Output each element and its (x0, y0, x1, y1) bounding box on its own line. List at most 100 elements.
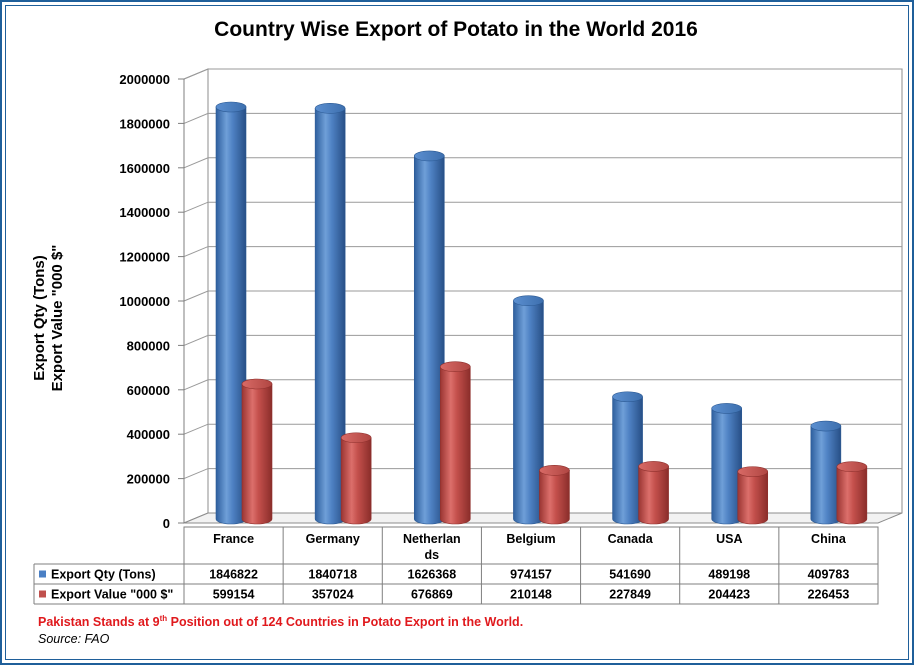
data-label: 974157 (510, 568, 552, 582)
bar-top (638, 461, 669, 472)
x-category-label: France (213, 532, 254, 546)
bar-export-value (737, 466, 769, 525)
data-label: 1846822 (209, 568, 258, 582)
bar-export-value (836, 461, 868, 525)
bar-body (638, 466, 669, 525)
y-tick-label: 1600000 (119, 161, 170, 176)
bar-top (215, 101, 247, 113)
bar-export-qty (215, 101, 247, 525)
y-axis-title-line2: Export Value "000 $" (49, 245, 66, 392)
bar-body (711, 408, 743, 525)
bar-body (314, 108, 346, 525)
gridline (183, 334, 902, 346)
y-axis-tick-labels: 0 200000 400000 600000 800000 1000000 1200000 1… (119, 72, 170, 531)
bars-layer (215, 101, 868, 525)
y-tick-label: 600000 (127, 383, 170, 398)
bar-body (340, 437, 372, 525)
footnote-superscript: th (159, 614, 168, 623)
bar-body (737, 471, 769, 525)
gridline (183, 112, 902, 124)
data-label: 357024 (312, 588, 354, 602)
bar-body (413, 155, 445, 525)
data-label: 489198 (708, 568, 750, 582)
data-label: 541690 (609, 568, 651, 582)
data-label: 227849 (609, 588, 651, 602)
y-tick-label: 400000 (127, 427, 170, 442)
y-tick-label: 2000000 (119, 72, 170, 87)
data-label: 210148 (510, 588, 552, 602)
x-category-label: China (811, 532, 847, 546)
bar-export-value (241, 378, 273, 525)
gridline (183, 246, 902, 258)
x-category-label: ds (425, 548, 440, 562)
legend-swatch (39, 590, 46, 598)
bar-export-qty (810, 420, 842, 525)
y-tick-label: 0 (163, 516, 170, 531)
bar-export-qty (513, 295, 544, 525)
legend-label: Export Qty (Tons) (51, 568, 156, 582)
data-table: France Germany Netherlan ds Belgium Canada USA… (33, 526, 879, 605)
data-label: 676869 (411, 588, 453, 602)
y-tick-label: 200000 (127, 472, 170, 487)
x-category-label: USA (716, 532, 742, 546)
gridline (183, 201, 902, 213)
bar-top (413, 150, 445, 162)
bar-body (612, 396, 643, 525)
bar-top (539, 465, 570, 476)
data-label: 599154 (213, 588, 255, 602)
bar-top (737, 466, 769, 477)
bar-body (215, 106, 247, 525)
gridline (183, 468, 902, 480)
bar-export-value (439, 361, 471, 525)
bar-top (810, 420, 842, 432)
bar-top (513, 295, 544, 307)
y-axis-title: Export Qty (Tons) Export Value "000 $" (31, 245, 66, 392)
y-tick-label: 1200000 (119, 250, 170, 265)
legend-swatch (39, 570, 46, 578)
bar-export-qty (711, 403, 743, 525)
bar-body (241, 383, 273, 525)
y-tick-label: 1400000 (119, 205, 170, 220)
footnote-text-after: Position out of 124 Countries in Potato … (167, 615, 524, 630)
bar-body (539, 470, 570, 525)
bar-export-qty (612, 391, 643, 525)
bar-top (340, 432, 372, 444)
table-grid (183, 526, 879, 605)
bar-body (513, 300, 544, 525)
bar-export-value (539, 465, 570, 525)
x-category-label: Canada (608, 532, 654, 546)
data-label: 226453 (808, 588, 850, 602)
bar-body (439, 366, 471, 525)
data-label: 409783 (808, 568, 850, 582)
bar-top (241, 378, 273, 390)
bar-export-value (340, 432, 372, 525)
footnote: Pakistan Stands at 9th Position out of 1… (38, 614, 523, 629)
bar-export-value (638, 461, 669, 525)
gridline (183, 68, 902, 80)
bar-body (810, 425, 842, 525)
gridline (183, 379, 902, 391)
x-category-label: Netherlan (403, 532, 461, 546)
x-category-label: Belgium (506, 532, 555, 546)
gridline (183, 157, 902, 169)
y-tick-label: 800000 (127, 338, 170, 353)
bar-export-qty (314, 103, 346, 525)
chart-title: Country Wise Export of Potato in the Wor… (214, 18, 698, 41)
gridline (183, 423, 902, 435)
bar-top (836, 461, 868, 473)
legend-label: Export Value "000 $" (51, 588, 173, 602)
bar-export-qty (413, 150, 445, 525)
chart-frame-inner (5, 5, 909, 660)
data-label: 1626368 (408, 568, 457, 582)
footnote-text-before: Pakistan Stands at 9 (38, 615, 160, 630)
gridline (183, 290, 902, 302)
data-label: 1840718 (308, 568, 357, 582)
bar-top (439, 361, 471, 373)
y-axis-title-line1: Export Qty (Tons) (31, 255, 48, 381)
bar-top (612, 391, 643, 403)
data-label: 204423 (708, 588, 750, 602)
bar-body (836, 466, 868, 525)
x-category-label: Germany (306, 532, 360, 546)
y-tick-label: 1000000 (119, 294, 170, 309)
